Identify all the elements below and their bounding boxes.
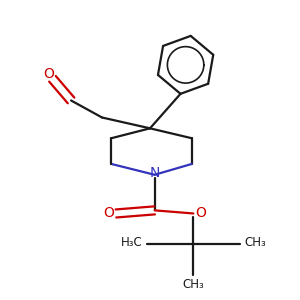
Text: O: O — [103, 206, 114, 220]
Text: CH₃: CH₃ — [182, 278, 204, 291]
Text: N: N — [149, 166, 160, 180]
Text: O: O — [196, 206, 206, 220]
Text: CH₃: CH₃ — [244, 236, 266, 249]
Text: H₃C: H₃C — [121, 236, 142, 249]
Text: O: O — [43, 67, 54, 81]
